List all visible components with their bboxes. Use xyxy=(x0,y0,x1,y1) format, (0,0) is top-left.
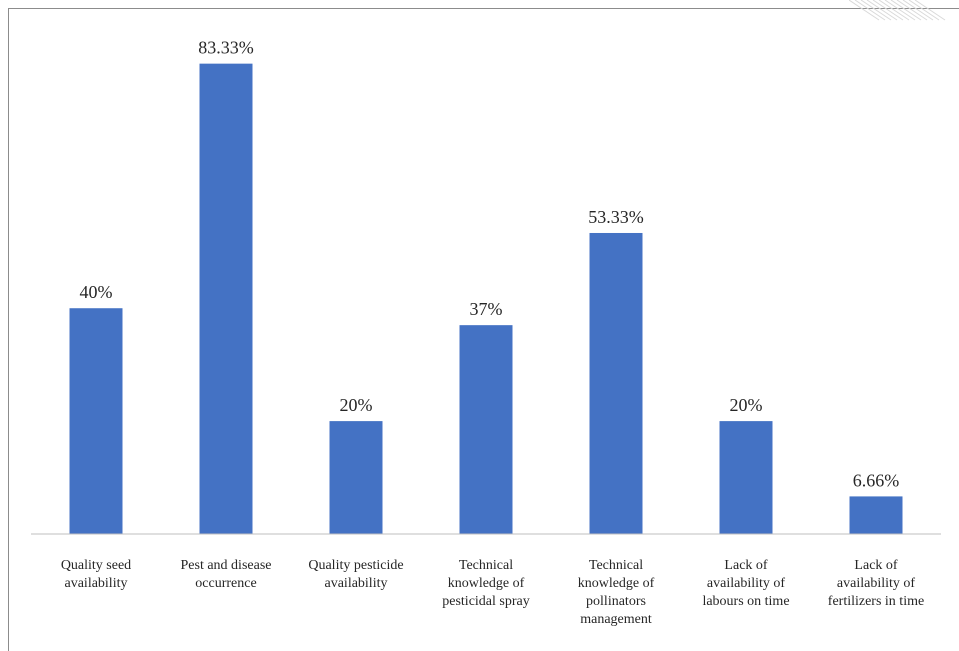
category-label: Quality seed availability xyxy=(61,558,131,591)
category-label-line: Technical xyxy=(589,558,643,573)
category-label: Pest and disease occurrence xyxy=(181,558,272,591)
page-curl-watermark xyxy=(849,0,946,21)
category-label-line: knowledge of xyxy=(578,576,655,591)
bar-3 xyxy=(329,421,383,534)
bar-value-label: 20% xyxy=(340,395,373,415)
chart-frame xyxy=(8,8,959,651)
bar-7 xyxy=(849,496,903,534)
category-label-line: Pest and disease xyxy=(181,558,272,573)
category-label-line: availability xyxy=(325,576,388,591)
category-label-line: Lack of xyxy=(724,558,767,573)
bar-value-label: 83.33% xyxy=(198,38,254,58)
category-label-line: pesticidal spray xyxy=(442,594,529,609)
bar-value-label: 40% xyxy=(80,282,113,302)
category-label: Lack of availability of labours on time xyxy=(702,558,789,609)
category-label-line: Technical xyxy=(459,558,513,573)
category-label-line: occurrence xyxy=(195,576,256,591)
category-label-line: availability xyxy=(65,576,128,591)
category-label-line: availability of xyxy=(837,576,915,591)
bar-2 xyxy=(199,63,253,535)
category-label-line: fertilizers in time xyxy=(828,594,924,609)
bar-5 xyxy=(589,232,643,534)
value-labels-layer: 40% 83.33% 20% 37% 53.33% 20% 6.66% xyxy=(80,38,900,491)
bar-1 xyxy=(69,308,123,534)
bar-6 xyxy=(719,421,773,534)
category-labels-layer: Quality seed availability Pest and disease… xyxy=(61,558,924,627)
bar-value-label: 37% xyxy=(470,299,503,319)
bar-4 xyxy=(459,325,513,534)
category-label: Technical knowledge of pollinators manageme… xyxy=(578,558,655,627)
category-label-line: management xyxy=(580,612,652,627)
category-label: Lack of availability of fertilizers in tim… xyxy=(828,558,924,609)
bar-value-label: 53.33% xyxy=(588,207,644,227)
category-label: Technical knowledge of pesticidal spray xyxy=(442,558,529,609)
category-label-line: pollinators xyxy=(586,594,646,609)
category-label: Quality pesticide availability xyxy=(308,558,403,591)
bar-value-label: 6.66% xyxy=(853,470,900,490)
bar-value-label: 20% xyxy=(730,395,763,415)
bars-layer xyxy=(69,63,903,535)
category-label-line: labours on time xyxy=(702,594,789,609)
category-label-line: Quality seed xyxy=(61,558,131,573)
category-label-line: Quality pesticide xyxy=(308,558,403,573)
category-label-line: availability of xyxy=(707,576,785,591)
category-label-line: Lack of xyxy=(854,558,897,573)
category-label-line: knowledge of xyxy=(448,576,525,591)
